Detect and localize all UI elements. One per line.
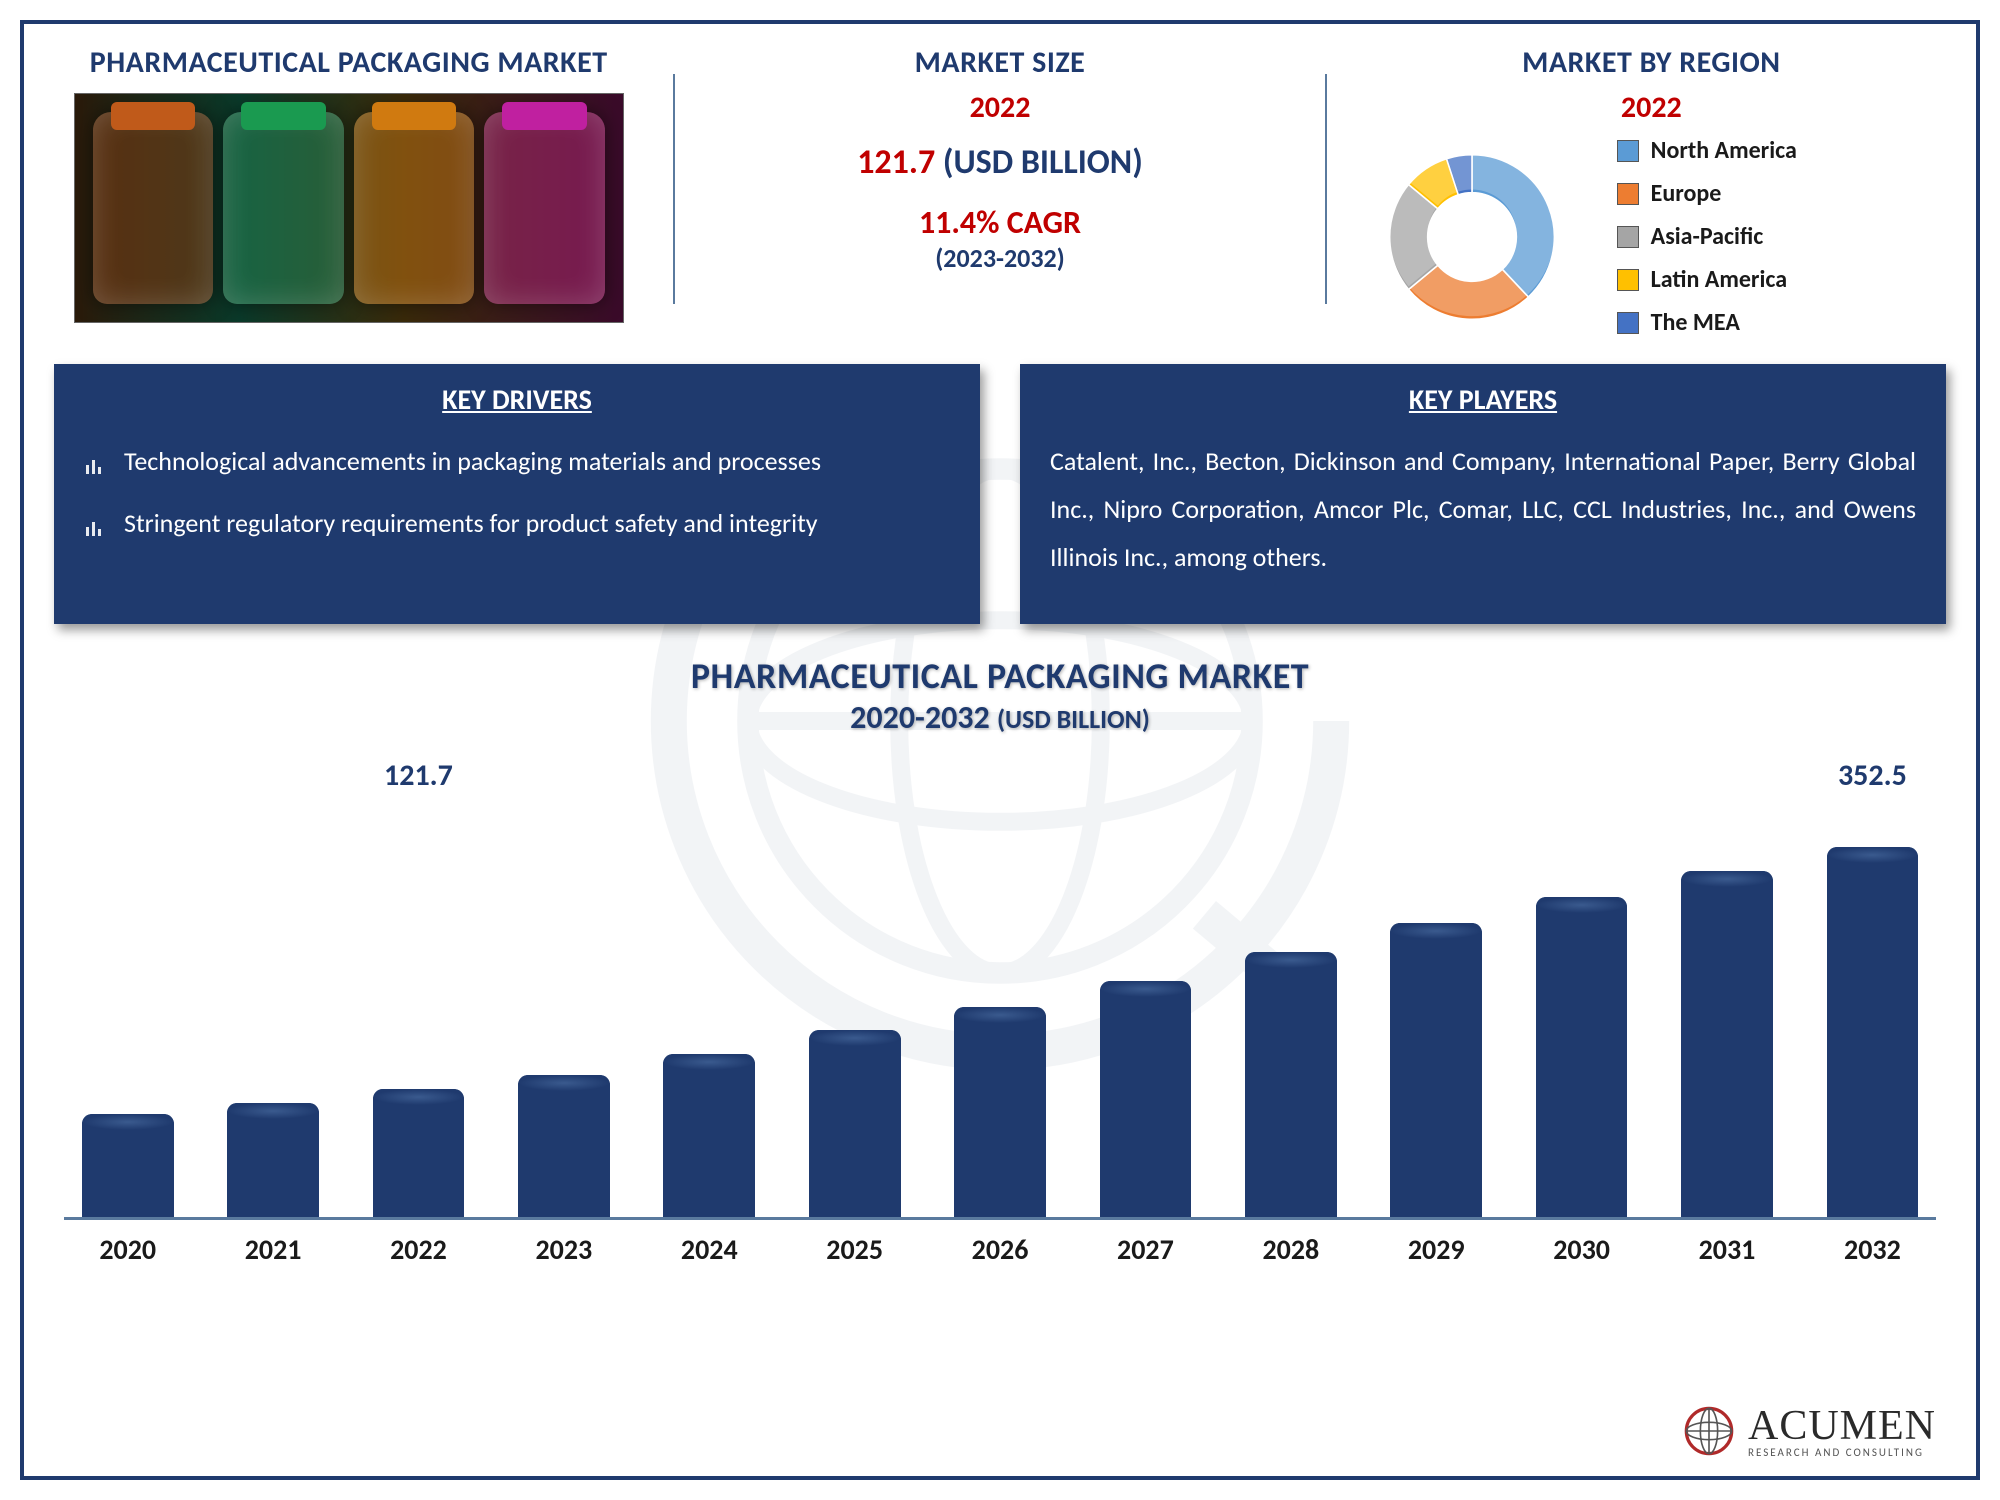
bar — [227, 1103, 319, 1217]
title-right: MARKET BY REGION — [1522, 44, 1780, 81]
legend-swatch — [1617, 183, 1639, 205]
legend-label: North America — [1651, 136, 1797, 165]
logo-sub-text: RESEARCH AND CONSULTING — [1748, 1447, 1936, 1458]
header-row: PHARMACEUTICAL PACKAGING MARKET MARKET S… — [24, 24, 1976, 354]
region-legend: North America Europe Asia-Pacific Latin Ame… — [1607, 136, 1946, 337]
bar-column — [209, 757, 336, 1217]
bars-area: 121.7 352.5 — [54, 737, 1946, 1217]
bar — [82, 1114, 174, 1217]
legend-swatch — [1617, 269, 1639, 291]
x-label: 2022 — [355, 1232, 482, 1267]
bars-icon — [84, 499, 108, 553]
x-label: 2026 — [936, 1232, 1063, 1267]
x-label: 2029 — [1373, 1232, 1500, 1267]
title-mid: MARKET SIZE — [915, 44, 1086, 81]
bar-value-label: 121.7 — [384, 757, 453, 793]
bar-column: 352.5 — [1809, 757, 1936, 1217]
x-label: 2024 — [646, 1232, 773, 1267]
driver-text: Stringent regulatory requirements for pr… — [124, 499, 818, 553]
info-boxes: KEY DRIVERS Technological advancements i… — [24, 364, 1976, 624]
bar — [663, 1054, 755, 1217]
header-mid: MARKET SIZE 2022 121.7 (USD BILLION) 11.… — [675, 24, 1324, 354]
bar — [1390, 923, 1482, 1217]
x-axis-labels: 2020 2021 2022 2023 2024 2025 2026 2027 2028 2029… — [54, 1220, 1946, 1267]
bar — [1536, 897, 1628, 1217]
bar-chart-subtitle: 2020-2032 (USD BILLION) — [54, 698, 1946, 737]
legend-item: Europe — [1617, 179, 1946, 208]
bar-column — [1227, 757, 1354, 1217]
key-players-box: KEY PLAYERS Catalent, Inc., Becton, Dick… — [1020, 364, 1946, 624]
legend-swatch — [1617, 140, 1639, 162]
bar-value-label: 352.5 — [1838, 757, 1907, 793]
driver-item: Technological advancements in packaging … — [84, 437, 950, 491]
bar-column — [64, 757, 191, 1217]
bar — [1827, 847, 1919, 1217]
players-title: KEY PLAYERS — [1050, 382, 1916, 417]
key-drivers-box: KEY DRIVERS Technological advancements i… — [54, 364, 980, 624]
legend-label: The MEA — [1651, 308, 1740, 337]
legend-label: Europe — [1651, 179, 1722, 208]
legend-item: Asia-Pacific — [1617, 222, 1946, 251]
legend-item: North America — [1617, 136, 1946, 165]
bar — [954, 1007, 1046, 1217]
x-label: 2030 — [1518, 1232, 1645, 1267]
bar-column — [1663, 757, 1790, 1217]
market-size-year: 2022 — [970, 89, 1031, 126]
bar-column — [1373, 757, 1500, 1217]
logo-main-text: ACUMEN — [1748, 1405, 1936, 1447]
legend-label: Asia-Pacific — [1651, 222, 1764, 251]
x-label: 2027 — [1082, 1232, 1209, 1267]
bar — [518, 1075, 610, 1217]
product-image — [74, 93, 624, 323]
x-label: 2028 — [1227, 1232, 1354, 1267]
bar-chart-title: PHARMACEUTICAL PACKAGING MARKET — [54, 654, 1946, 698]
region-year: 2022 — [1621, 89, 1682, 126]
drivers-list: Technological advancements in packaging … — [84, 437, 950, 553]
bar-column — [500, 757, 627, 1217]
bar-chart-section: PHARMACEUTICAL PACKAGING MARKET 2020-203… — [24, 624, 1976, 1267]
legend-label: Latin America — [1651, 265, 1787, 294]
bar — [809, 1030, 901, 1217]
x-label: 2032 — [1809, 1232, 1936, 1267]
bars-icon — [84, 437, 108, 491]
bar-column: 121.7 — [355, 757, 482, 1217]
x-label: 2020 — [64, 1232, 191, 1267]
driver-item: Stringent regulatory requirements for pr… — [84, 499, 950, 553]
cagr-value: 11.4% CAGR — [919, 203, 1081, 242]
bar — [373, 1089, 465, 1217]
bar-column — [646, 757, 773, 1217]
legend-item: The MEA — [1617, 308, 1946, 337]
x-label: 2025 — [791, 1232, 918, 1267]
x-label: 2031 — [1663, 1232, 1790, 1267]
bar-column — [936, 757, 1063, 1217]
header-left: PHARMACEUTICAL PACKAGING MARKET — [24, 24, 673, 354]
bar — [1681, 871, 1773, 1218]
title-left: PHARMACEUTICAL PACKAGING MARKET — [90, 44, 608, 81]
brand-logo: ACUMEN RESEARCH AND CONSULTING — [1682, 1404, 1936, 1458]
legend-item: Latin America — [1617, 265, 1946, 294]
legend-swatch — [1617, 226, 1639, 248]
cagr-period: (2023-2032) — [935, 242, 1065, 274]
bar-column — [791, 757, 918, 1217]
header-right: MARKET BY REGION 2022 North America Europ… — [1327, 24, 1976, 354]
x-label: 2023 — [500, 1232, 627, 1267]
bar-column — [1082, 757, 1209, 1217]
legend-swatch — [1617, 312, 1639, 334]
players-text: Catalent, Inc., Becton, Dickinson and Co… — [1050, 437, 1916, 581]
infographic-frame: PHARMACEUTICAL PACKAGING MARKET MARKET S… — [20, 20, 1980, 1480]
driver-text: Technological advancements in packaging … — [124, 437, 821, 491]
drivers-title: KEY DRIVERS — [84, 382, 950, 417]
x-label: 2021 — [209, 1232, 336, 1267]
market-size-value: 121.7 (USD BILLION) — [857, 142, 1143, 183]
region-donut-chart — [1357, 137, 1587, 337]
bar-column — [1518, 757, 1645, 1217]
bar — [1100, 981, 1192, 1217]
globe-icon — [1682, 1404, 1736, 1458]
bar — [1245, 952, 1337, 1217]
